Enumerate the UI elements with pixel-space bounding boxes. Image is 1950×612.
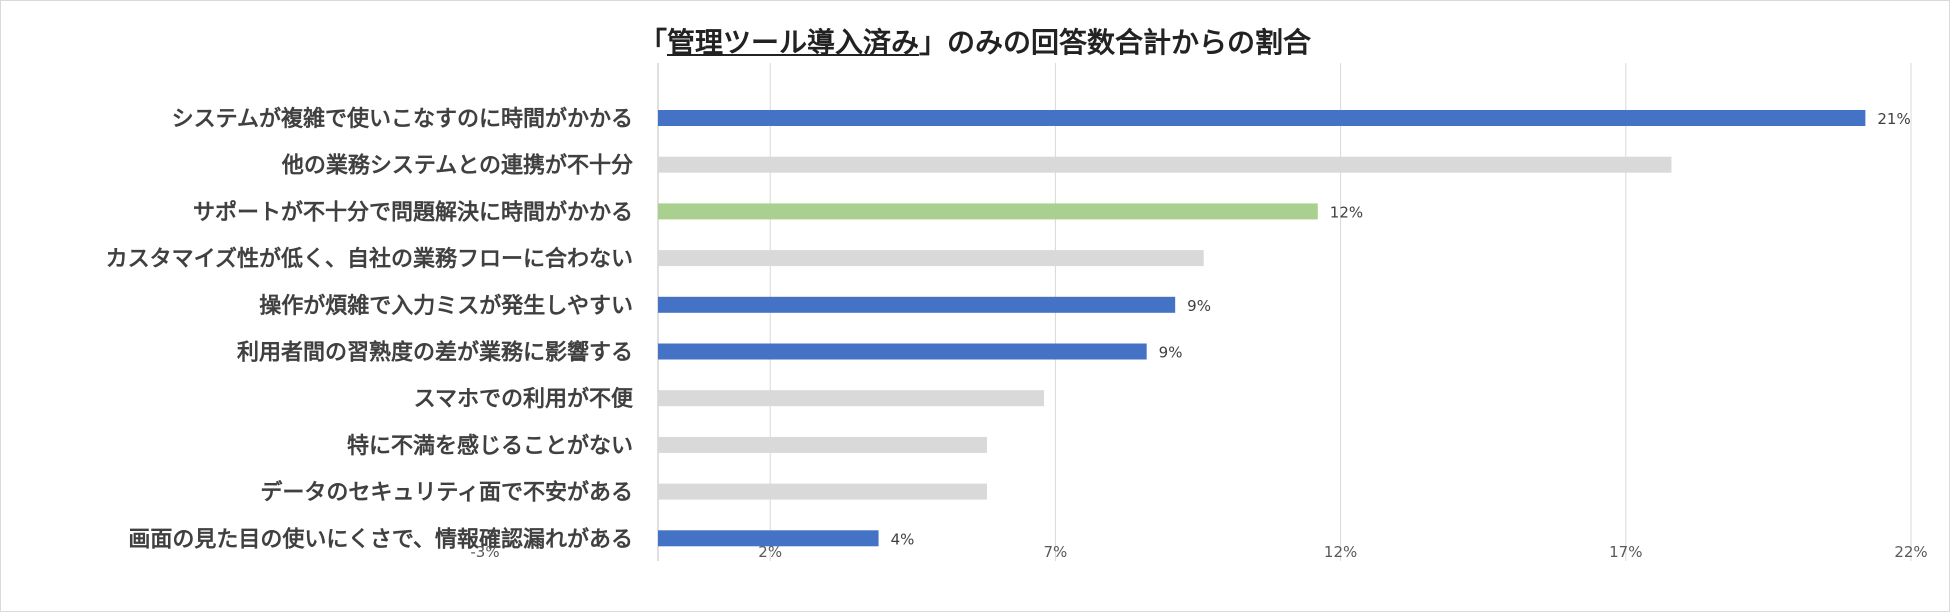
x-tick-label: 12% xyxy=(1324,543,1357,561)
chart-title: 「管理ツール導入済み」のみの回答数合計からの割合 xyxy=(1,19,1949,67)
bar xyxy=(658,436,987,453)
x-tick-label: 17% xyxy=(1609,543,1642,561)
category-label: 他の業務システムとの連携が不十分 xyxy=(281,153,633,179)
category-label: カスタマイズ性が低く、自社の業務フローに合わない xyxy=(106,246,633,272)
chart-title-suffix: 」のみの回答数合計からの割合 xyxy=(919,26,1312,59)
category-label: サポートが不十分で問題解決に時間がかかる xyxy=(193,199,633,225)
bar xyxy=(658,156,1672,173)
data-label: 12% xyxy=(1330,203,1363,221)
x-tick-label: 2% xyxy=(758,543,782,561)
x-tick-label: 22% xyxy=(1894,543,1927,561)
category-label: 特に不満を感じることがない xyxy=(347,433,633,459)
x-tick-label: -3% xyxy=(470,543,499,561)
bar xyxy=(658,110,1866,126)
bar xyxy=(658,296,1176,313)
category-label: 画面の見た目の使いにくさで、情報確認漏れがある xyxy=(128,526,633,552)
data-label: 21% xyxy=(1877,110,1910,128)
chart-title-underlined: 管理ツール導入済み xyxy=(666,26,919,59)
bar xyxy=(658,250,1204,267)
bar xyxy=(658,203,1318,220)
category-label: データのセキュリティ面で不安がある xyxy=(260,480,633,506)
data-labels: 21% 12% 9% 9% 4% xyxy=(891,110,1911,548)
x-tick-labels: -3% 2% 7% 12% 17% 22% xyxy=(470,543,1927,561)
category-label: 操作が煩雑で入力ミスが発生しやすい xyxy=(259,293,633,319)
data-label: 4% xyxy=(891,530,915,548)
chart-title-prefix: 「 xyxy=(638,26,667,59)
category-label: システムが複雑で使いこなすのに時間がかかる xyxy=(172,106,633,132)
category-label: 利用者間の習熟度の差が業務に影響する xyxy=(237,340,633,366)
bars xyxy=(658,110,1866,547)
x-tick-label: 7% xyxy=(1044,543,1068,561)
bar xyxy=(658,483,987,500)
bar xyxy=(658,390,1044,407)
category-label: スマホでの利用が不便 xyxy=(414,386,634,412)
gridlines xyxy=(657,63,1912,561)
bar xyxy=(658,343,1147,360)
data-label: 9% xyxy=(1187,297,1211,315)
category-labels: システムが複雑で使いこなすのに時間がかかる他の業務システムとの連携が不十分サポー… xyxy=(106,106,634,552)
data-label: 9% xyxy=(1159,344,1183,362)
bar xyxy=(658,530,879,547)
